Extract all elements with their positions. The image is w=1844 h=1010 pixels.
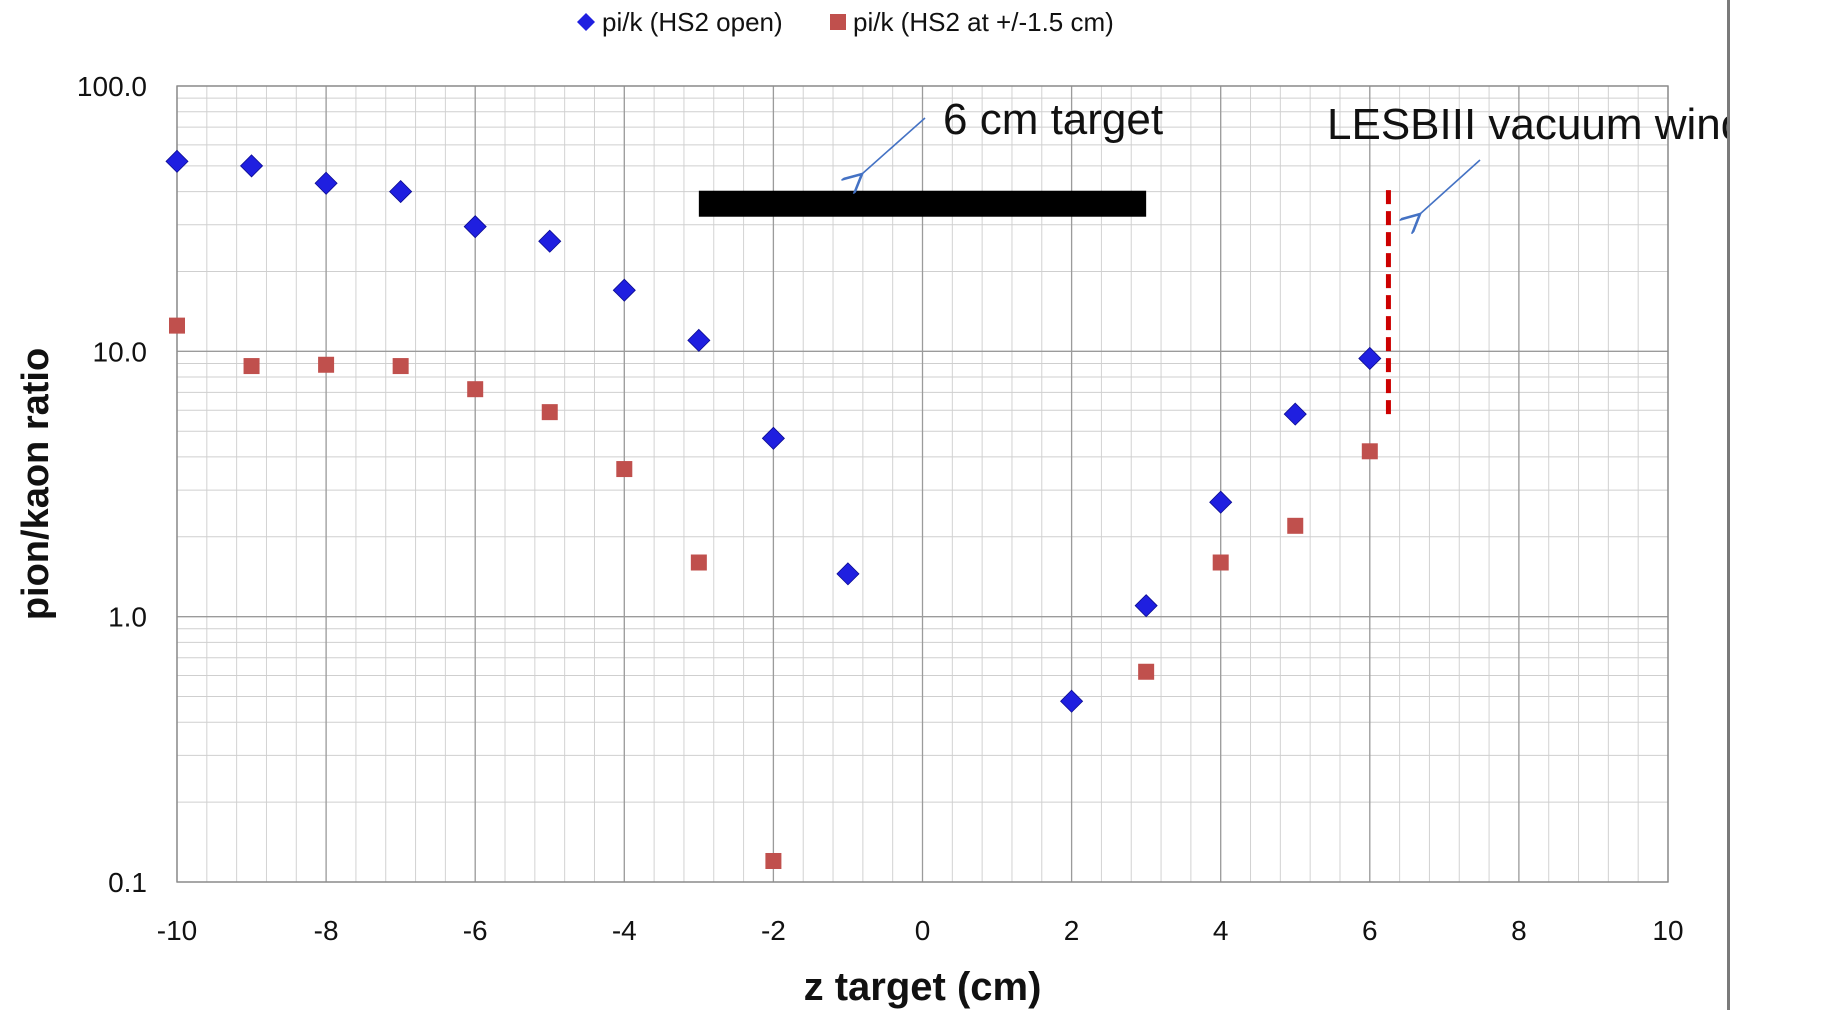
data-point-square [1138,663,1155,680]
data-point-diamond [538,229,562,253]
data-point-square [616,461,633,478]
x-tick-label: -4 [612,915,637,946]
data-point-diamond [1283,402,1307,426]
x-tick-label: -2 [761,915,786,946]
data-point-square [243,358,260,375]
data-point-diamond [463,215,487,239]
data-point-diamond [836,562,860,586]
data-point-square [467,381,484,398]
legend: pi/k (HS2 open) pi/k (HS2 at +/-1.5 cm) [577,7,1114,37]
target-label: 6 cm target [943,95,1163,144]
x-tick-label: 6 [1362,915,1378,946]
x-tick-label: 4 [1213,915,1229,946]
data-point-diamond [239,154,264,178]
data-point-square [1361,443,1378,460]
data-point-diamond [687,328,711,352]
x-axis-title: z target (cm) [804,965,1042,1009]
data-point-square [392,358,409,375]
axes: -10 -8 -6 -4 -2 0 2 4 6 8 10 0.1 1.0 10.0 100.0 z targe… [15,71,1684,1009]
legend-label: pi/k (HS2 at +/-1.5 cm) [853,7,1114,37]
data-point-diamond [1358,346,1382,371]
panel-border [1727,0,1730,1010]
data-point-square [318,356,335,373]
data-point-diamond [761,426,785,450]
data-point-diamond [165,149,189,173]
data-series [165,149,1382,869]
scatter-chart: -10 -8 -6 -4 -2 0 2 4 6 8 10 0.1 1.0 10.0 100.0 z targe… [15,7,1727,1009]
annotations: 6 cm target LESBIII vacuum window [698,95,1727,415]
y-axis-title: pion/kaon ratio [15,348,57,620]
data-point-diamond [1134,594,1158,618]
data-point-diamond [314,171,338,195]
data-point-square [690,554,707,571]
data-point-diamond [1209,490,1233,514]
y-tick-label: 1.0 [108,602,147,633]
vacuum-window-arrow [1420,159,1481,214]
x-tick-label: 8 [1511,915,1527,946]
y-tick-label: 10.0 [93,336,148,367]
target-arrow [862,117,926,174]
x-tick-label: -6 [463,915,488,946]
data-point-square [1287,517,1304,534]
data-point-square [1212,554,1229,571]
legend-marker-diamond [577,13,595,31]
legend-marker-square [830,14,846,30]
x-tick-label: 10 [1652,915,1683,946]
x-tick-label: -10 [157,915,197,946]
grid [176,85,1669,883]
x-tick-label: -8 [314,915,339,946]
y-tick-label: 0.1 [108,867,147,898]
legend-label: pi/k (HS2 open) [602,7,783,37]
target-bar [698,190,1147,217]
y-tick-label: 100.0 [77,71,147,102]
data-point-diamond [1060,689,1084,713]
data-point-square [169,317,185,334]
x-tick-label: 0 [915,915,931,946]
data-point-square [765,852,782,869]
data-point-diamond [389,180,413,204]
data-point-square [541,404,558,421]
x-tick-label: 2 [1064,915,1080,946]
data-point-diamond [612,278,636,302]
vacuum-window-label: LESBIII vacuum window [1327,100,1727,149]
plot-frame [176,85,1669,883]
